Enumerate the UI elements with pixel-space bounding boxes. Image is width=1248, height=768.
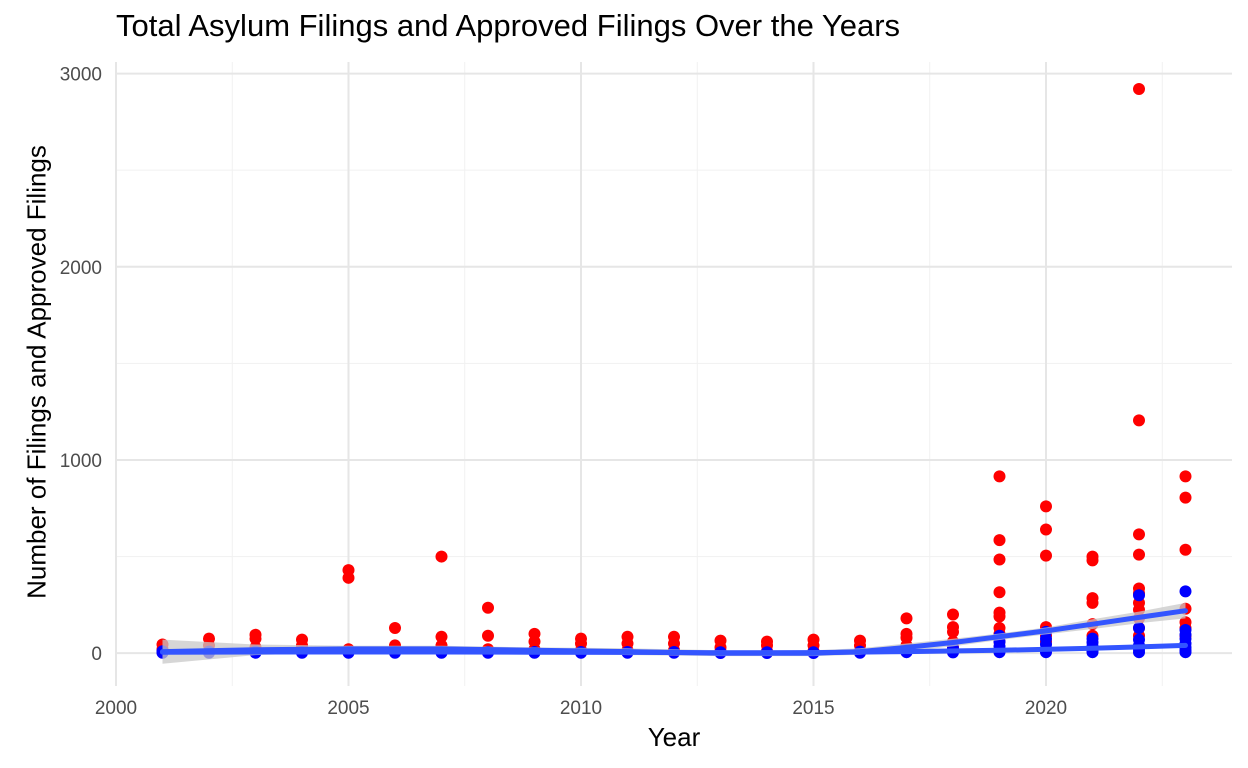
total-filings-point [993, 610, 1006, 623]
x-tick-label: 2020 [1025, 698, 1067, 719]
total-filings-point [389, 622, 401, 635]
total-filings-point [1040, 523, 1052, 536]
y-tick-label: 1000 [60, 451, 102, 472]
total-filings-point [1040, 549, 1052, 562]
total-filings-point [1040, 500, 1052, 513]
total-filings-point [1133, 414, 1145, 427]
approved-filings-point [1179, 585, 1192, 598]
approved-filings-point [1133, 589, 1145, 602]
total-filings-point [1179, 491, 1192, 504]
total-filings-point [947, 608, 959, 621]
x-axis-title: Year [647, 722, 701, 752]
total-filings-point [993, 586, 1006, 599]
total-filings-point [249, 632, 262, 645]
y-axis-title: Number of Filings and Approved Filings [21, 145, 52, 599]
x-tick-label: 2000 [95, 698, 137, 719]
total-filings-point [900, 612, 913, 625]
total-filings-point [947, 625, 959, 638]
total-filings-point [993, 553, 1006, 566]
y-tick-label: 0 [91, 644, 102, 665]
x-tick-label: 2005 [327, 698, 369, 719]
total-filings-point [993, 470, 1006, 483]
approved-filings-point [1133, 622, 1145, 635]
approved-filings-smooth-line [160, 642, 1188, 656]
approved-filings-point [1179, 646, 1192, 659]
total-filings-point [482, 601, 494, 614]
y-tick-label: 3000 [60, 65, 102, 86]
total-filings-point [1133, 528, 1145, 541]
y-tick-label: 2000 [60, 258, 102, 279]
total-filings-point [1179, 470, 1192, 483]
total-filings-point [1179, 543, 1192, 556]
x-tick-label: 2015 [792, 698, 834, 719]
total-filings-point [435, 550, 448, 563]
total-filings-point [993, 534, 1006, 547]
total-filings-point [1086, 596, 1099, 609]
chart-title: Total Asylum Filings and Approved Filing… [116, 8, 901, 43]
x-tick-label: 2010 [560, 698, 602, 719]
total-filings-points [156, 83, 1192, 659]
total-filings-point [1086, 554, 1099, 567]
total-filings-point [1133, 548, 1145, 561]
total-filings-point [435, 630, 448, 643]
total-filings-point [1133, 83, 1145, 96]
total-filings-point [482, 629, 494, 642]
total-filings-point [342, 571, 355, 584]
